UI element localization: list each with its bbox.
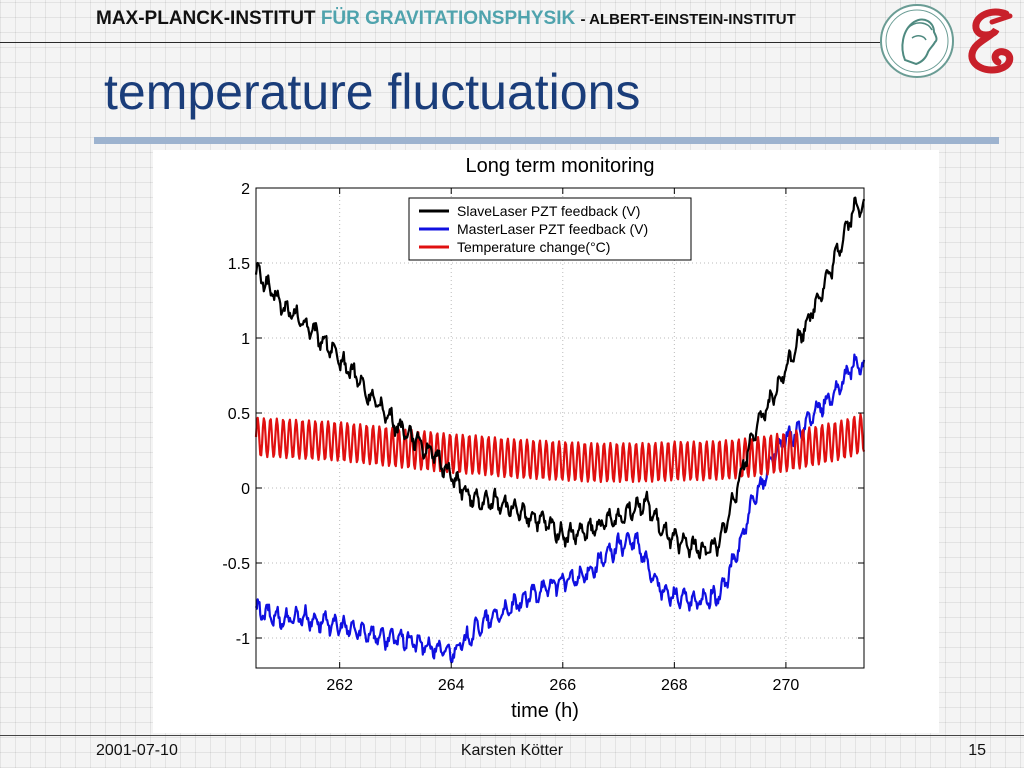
series-line-0 xyxy=(254,196,866,560)
y-tick-label: 2 xyxy=(241,181,250,198)
institute-name: MAX-PLANCK-INSTITUT xyxy=(96,8,316,29)
legend-label: SlaveLaser PZT feedback (V) xyxy=(457,203,640,219)
institute-header: MAX-PLANCK-INSTITUT FÜR GRAVITATIONSPHYS… xyxy=(96,8,886,30)
y-tick-label: -1 xyxy=(236,631,250,648)
title-bar xyxy=(94,137,999,144)
chart-title: Long term monitoring xyxy=(466,155,655,177)
x-tick-label: 262 xyxy=(326,677,353,694)
x-tick-label: 266 xyxy=(549,677,576,694)
legend-label: MasterLaser PZT feedback (V) xyxy=(457,221,648,237)
y-tick-label: 0.5 xyxy=(228,406,250,423)
max-planck-minerva-logo xyxy=(880,4,954,78)
y-tick-label: 0 xyxy=(241,481,250,498)
footer-rule xyxy=(0,735,1024,736)
legend-box xyxy=(408,197,692,261)
footer-author: Karsten Kötter xyxy=(460,742,564,759)
x-tick-label: 270 xyxy=(773,677,800,694)
y-tick-label: 1 xyxy=(241,331,250,348)
plot-frame xyxy=(255,187,865,669)
legend-label: Temperature change(°C) xyxy=(457,239,610,255)
x-tick-label: 264 xyxy=(438,677,465,694)
legend: SlaveLaser PZT feedback (V) MasterLaser P… xyxy=(408,197,692,261)
slide-title: temperature fluctuations xyxy=(104,64,641,120)
department-name: FÜR GRAVITATIONSPHYSIK xyxy=(320,8,576,29)
axis-ticks: 262 264 266 268 270 -1 -0.5 0 0.5 1 1.5 2 xyxy=(222,181,864,694)
x-axis-label: time (h) xyxy=(511,700,579,722)
y-tick-label: 1.5 xyxy=(228,256,250,273)
series-line-2 xyxy=(254,413,866,484)
x-tick-label: 268 xyxy=(661,677,688,694)
line-chart: Long term monitoring time (h) 262 264 266 2… xyxy=(222,155,866,722)
y-tick-label: -0.5 xyxy=(222,556,250,573)
series-line-1 xyxy=(254,353,866,664)
aei-g-logo xyxy=(968,8,1014,74)
footer-date: 2001-07-10 xyxy=(96,742,178,759)
page-number: 15 xyxy=(968,742,986,759)
institute-suffix: - ALBERT-EINSTEIN-INSTITUT xyxy=(580,11,796,28)
chart-figure: Long term monitoring time (h) 262 264 266 2… xyxy=(153,150,939,733)
series-group xyxy=(254,196,866,664)
header-rule xyxy=(0,42,880,43)
